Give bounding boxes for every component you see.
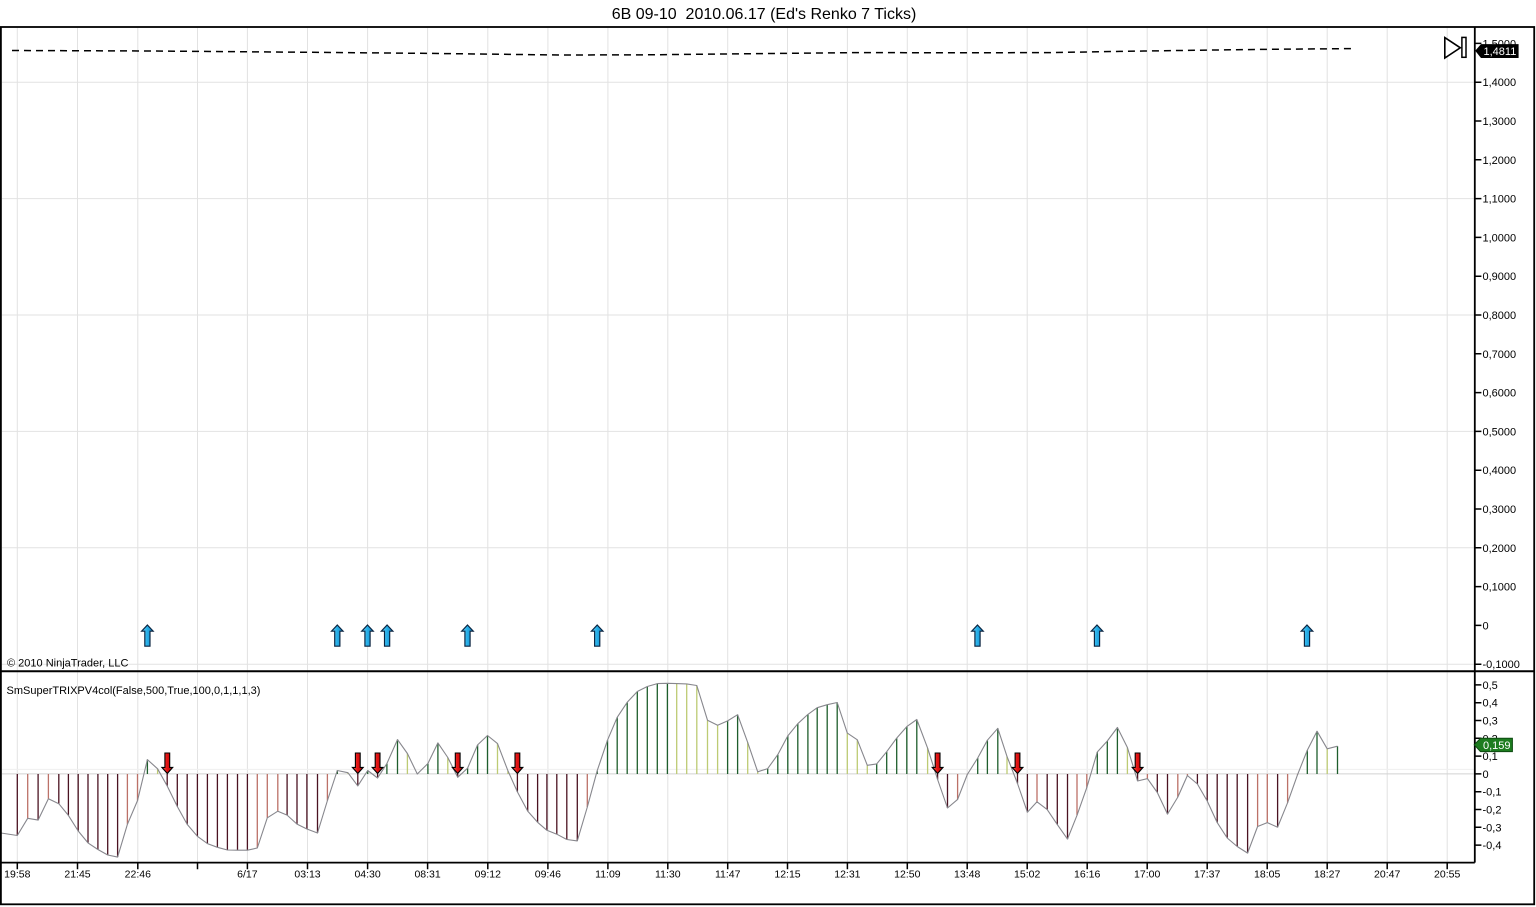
svg-text:08:31: 08:31 — [414, 869, 440, 881]
svg-text:0,7000: 0,7000 — [1483, 349, 1517, 361]
svg-text:09:12: 09:12 — [475, 869, 501, 881]
svg-text:12:50: 12:50 — [894, 869, 920, 881]
svg-text:1,1000: 1,1000 — [1483, 194, 1517, 206]
svg-text:-0,1000: -0,1000 — [1483, 659, 1520, 671]
svg-text:1,3000: 1,3000 — [1483, 116, 1517, 128]
svg-text:17:00: 17:00 — [1134, 869, 1160, 881]
svg-text:11:47: 11:47 — [715, 869, 741, 881]
svg-text:09:46: 09:46 — [535, 869, 561, 881]
svg-text:0,4000: 0,4000 — [1483, 465, 1517, 477]
svg-text:0: 0 — [1483, 769, 1489, 781]
svg-text:6/17: 6/17 — [237, 869, 258, 881]
svg-text:20:55: 20:55 — [1434, 869, 1460, 881]
svg-text:19:58: 19:58 — [4, 869, 30, 881]
svg-text:03:13: 03:13 — [294, 869, 320, 881]
svg-text:0,4: 0,4 — [1483, 698, 1498, 710]
svg-text:-0,3: -0,3 — [1483, 822, 1502, 834]
svg-text:16:16: 16:16 — [1074, 869, 1100, 881]
svg-text:11:09: 11:09 — [595, 869, 621, 881]
svg-text:0: 0 — [1483, 620, 1489, 632]
svg-text:0,159: 0,159 — [1483, 740, 1511, 752]
svg-text:0,2000: 0,2000 — [1483, 543, 1517, 555]
svg-text:1,2000: 1,2000 — [1483, 155, 1517, 167]
svg-text:12:15: 12:15 — [774, 869, 800, 881]
svg-text:0,9000: 0,9000 — [1483, 271, 1517, 283]
svg-text:0,1000: 0,1000 — [1483, 582, 1517, 594]
svg-text:1,4811: 1,4811 — [1484, 46, 1517, 58]
svg-text:15:02: 15:02 — [1014, 869, 1040, 881]
svg-text:20:47: 20:47 — [1374, 869, 1400, 881]
svg-text:11:30: 11:30 — [655, 869, 681, 881]
svg-text:18:27: 18:27 — [1314, 869, 1340, 881]
svg-text:1,0000: 1,0000 — [1483, 232, 1517, 244]
svg-text:04:30: 04:30 — [354, 869, 380, 881]
svg-text:21:45: 21:45 — [64, 869, 90, 881]
svg-text:13:48: 13:48 — [954, 869, 980, 881]
svg-text:© 2010 NinjaTrader, LLC: © 2010 NinjaTrader, LLC — [7, 658, 128, 670]
svg-text:12:31: 12:31 — [834, 869, 860, 881]
svg-text:0,5: 0,5 — [1483, 680, 1498, 692]
svg-text:1,4000: 1,4000 — [1483, 77, 1517, 89]
svg-text:0,3000: 0,3000 — [1483, 504, 1517, 516]
svg-text:17:37: 17:37 — [1194, 869, 1220, 881]
svg-text:0,6000: 0,6000 — [1483, 388, 1517, 400]
svg-text:-0,4: -0,4 — [1483, 840, 1502, 852]
svg-text:0,1: 0,1 — [1483, 751, 1498, 763]
svg-text:-0,2: -0,2 — [1483, 805, 1502, 817]
svg-text:18:05: 18:05 — [1254, 869, 1280, 881]
svg-text:0,5000: 0,5000 — [1483, 426, 1517, 438]
svg-text:22:46: 22:46 — [125, 869, 151, 881]
svg-text:-0,1: -0,1 — [1483, 787, 1502, 799]
svg-text:0,8000: 0,8000 — [1483, 310, 1517, 322]
svg-text:SmSuperTRIXPV4col(False,500,Tr: SmSuperTRIXPV4col(False,500,True,100,0,1… — [7, 685, 261, 697]
svg-text:6B 09-10 2010.06.17 (Ed's Ren: 6B 09-10 2010.06.17 (Ed's Renko 7 Ticks) — [612, 6, 917, 23]
svg-text:0,3: 0,3 — [1483, 716, 1498, 728]
